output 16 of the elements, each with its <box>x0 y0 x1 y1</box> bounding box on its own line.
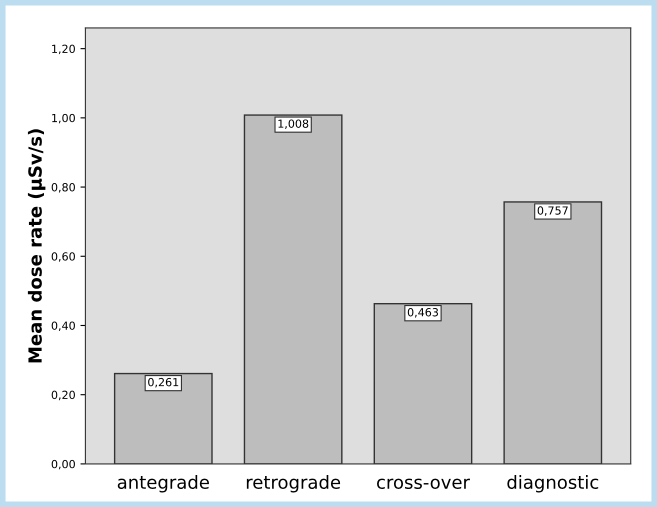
y-tick-label: 0,20 <box>52 390 75 400</box>
x-tick-label: retrograde <box>246 475 340 492</box>
x-tick-label: cross-over <box>377 478 470 489</box>
y-axis-title: Mean dose rate (µSv/s) <box>28 129 46 362</box>
y-tick-label: 0,40 <box>52 321 75 331</box>
y-tick-label: 0,60 <box>52 252 75 262</box>
data-label: 0,261 <box>148 378 178 388</box>
data-label: 0,463 <box>408 308 438 318</box>
x-tick-label: antegrade <box>118 475 209 492</box>
y-tick-label: 1,00 <box>52 114 75 124</box>
y-tick-label: 0,80 <box>52 183 75 193</box>
x-tick-label: diagnostic <box>507 475 598 492</box>
data-label: 1,008 <box>278 119 308 129</box>
y-tick-label: 1,20 <box>52 44 75 54</box>
data-label: 0,757 <box>538 206 568 216</box>
y-tick-label: 0,00 <box>52 460 75 470</box>
